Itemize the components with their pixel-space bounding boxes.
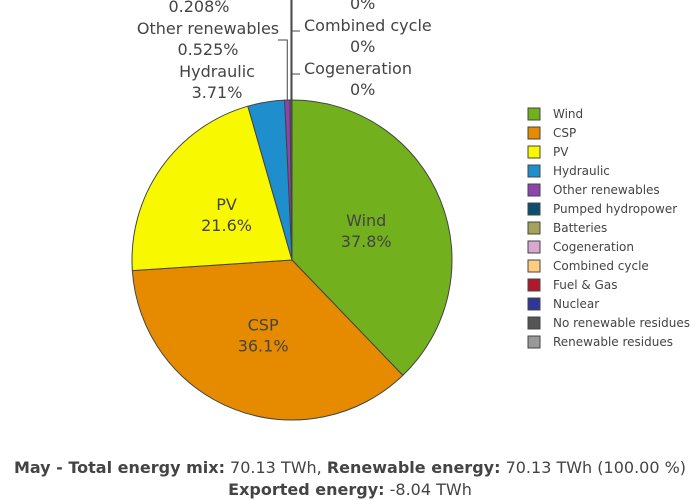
legend-label-pumped-hydropower: Pumped hydropower <box>553 202 677 216</box>
legend-label-no-renewable-residues: No renewable residues <box>553 316 690 330</box>
pie-slice-pv[interactable] <box>131 105 293 272</box>
pie-label-wind-value: 37.8% <box>341 232 392 251</box>
footer-renewable-label: Renewable energy: <box>326 458 501 477</box>
pie-label-pv-value: 21.6% <box>201 216 252 235</box>
legend-label-pv: PV <box>553 145 569 159</box>
legend-label-fuel-and-gas: Fuel & Gas <box>553 278 617 292</box>
pie-label-no-renewable-residues-value: 0.208% <box>168 0 229 16</box>
pie-label-combined-cycle-value: 0% <box>350 37 375 56</box>
pie-label-pv-name: PV <box>216 195 237 214</box>
legend-swatch-cogeneration <box>527 240 541 254</box>
legend-label-cogeneration: Cogeneration <box>553 240 634 254</box>
legend-label-csp: CSP <box>553 126 576 140</box>
legend-swatch-csp <box>527 126 541 140</box>
legend-label-renewable-residues: Renewable residues <box>553 335 673 349</box>
legend: Wind CSP PV Hydraulic Other renewables Pumped… <box>527 107 690 349</box>
pie-leader-lines <box>278 0 300 101</box>
legend-item-no-renewable-residues[interactable]: No renewable residues <box>527 316 690 330</box>
footer-renewable-value: 70.13 TWh (100.00 %) <box>500 458 687 477</box>
legend-label-hydraulic: Hydraulic <box>553 164 610 178</box>
legend-swatch-combined-cycle <box>527 259 541 273</box>
legend-swatch-other-renewables <box>527 183 541 197</box>
footer-line-2: Exported energy: -8.04 TWh <box>0 479 700 501</box>
legend-item-fuel-and-gas[interactable]: Fuel & Gas <box>527 278 617 292</box>
footer-exported-label: Exported energy: <box>228 480 385 499</box>
pie-slice-csp[interactable] <box>131 259 404 421</box>
legend-swatch-pumped-hydropower <box>527 202 541 216</box>
legend-swatch-fuel-and-gas <box>527 278 541 292</box>
pie-label-renewable-residues-value: 0% <box>350 0 375 13</box>
legend-label-nuclear: Nuclear <box>553 297 599 311</box>
pie-label-other-renewables-name: Other renewables <box>137 19 279 38</box>
pie-labels: Wind 37.8% CSP 36.1% PV 21.6% Hydraulic 3.71% Ot… <box>137 0 432 356</box>
legend-label-wind: Wind <box>553 107 583 121</box>
legend-swatch-wind <box>527 107 541 121</box>
pie-slices <box>131 99 453 421</box>
leader-line-other-renewables <box>278 39 288 101</box>
legend-swatch-nuclear <box>527 297 541 311</box>
legend-swatch-batteries <box>527 221 541 235</box>
legend-swatch-no-renewable-residues <box>527 316 541 330</box>
pie-label-cogeneration-value: 0% <box>350 80 375 99</box>
legend-label-combined-cycle: Combined cycle <box>553 259 649 273</box>
pie-label-cogeneration-name: Cogeneration <box>304 59 412 78</box>
leader-line-combined-cycle <box>291 30 300 100</box>
legend-item-hydraulic[interactable]: Hydraulic <box>527 164 610 178</box>
legend-label-other-renewables: Other renewables <box>553 183 660 197</box>
legend-item-cogeneration[interactable]: Cogeneration <box>527 240 634 254</box>
legend-item-wind[interactable]: Wind <box>527 107 583 121</box>
pie-label-csp-name: CSP <box>248 316 279 335</box>
pie-label-other-renewables-value: 0.525% <box>177 40 238 59</box>
footer-line-1: May - Total energy mix: 70.13 TWh, Renew… <box>0 457 700 479</box>
leader-line-cogeneration <box>291 73 300 100</box>
pie-slice-wind[interactable] <box>291 99 453 377</box>
footer-exported-value: -8.04 TWh <box>384 480 472 499</box>
footer-month-label: May - Total energy mix: <box>13 458 225 477</box>
legend-swatch-renewable-residues <box>527 335 541 349</box>
legend-item-combined-cycle[interactable]: Combined cycle <box>527 259 649 273</box>
pie-label-hydraulic-value: 3.71% <box>192 83 243 102</box>
pie-label-hydraulic-name: Hydraulic <box>179 62 255 81</box>
legend-item-pv[interactable]: PV <box>527 145 569 159</box>
pie-label-combined-cycle-name: Combined cycle <box>304 16 432 35</box>
legend-swatch-hydraulic <box>527 164 541 178</box>
pie-label-csp-value: 36.1% <box>238 337 289 356</box>
legend-label-batteries: Batteries <box>553 221 607 235</box>
legend-item-other-renewables[interactable]: Other renewables <box>527 183 660 197</box>
legend-item-renewable-residues[interactable]: Renewable residues <box>527 335 673 349</box>
pie-label-wind-name: Wind <box>346 211 386 230</box>
legend-item-csp[interactable]: CSP <box>527 126 576 140</box>
legend-item-pumped-hydropower[interactable]: Pumped hydropower <box>527 202 677 216</box>
legend-item-batteries[interactable]: Batteries <box>527 221 607 235</box>
footer-total-value: 70.13 TWh, <box>224 458 327 477</box>
legend-swatch-pv <box>527 145 541 159</box>
legend-item-nuclear[interactable]: Nuclear <box>527 297 599 311</box>
